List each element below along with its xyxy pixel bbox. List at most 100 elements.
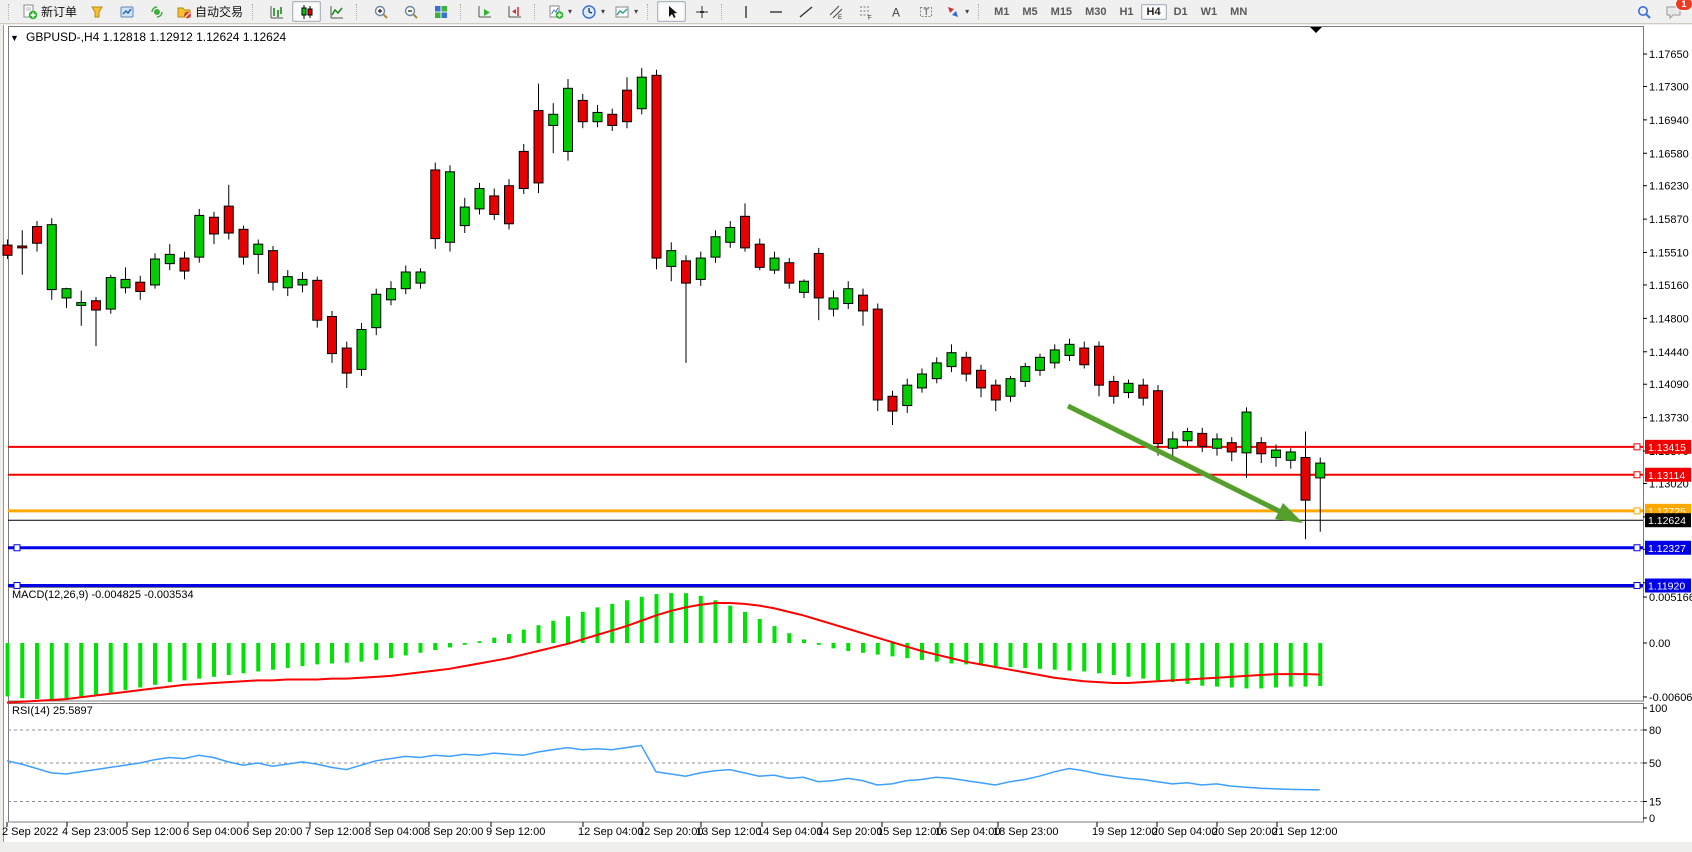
macd-tick-label: 0.005166: [1649, 592, 1692, 604]
signals-button[interactable]: [142, 1, 171, 22]
timeframe-h1[interactable]: H1: [1119, 5, 1134, 18]
chevron-down-icon[interactable]: ▾: [568, 7, 573, 16]
bid-price-tag[interactable]: 1.12624: [1645, 513, 1691, 528]
search-button[interactable]: [1629, 1, 1658, 22]
bull-candle: [843, 288, 854, 305]
cursor-button[interactable]: [657, 1, 687, 22]
svg-text:1.13415: 1.13415: [1648, 442, 1686, 454]
bear-candle: [990, 384, 1001, 401]
templates-button[interactable]: ▾: [610, 1, 642, 22]
bull-candle: [297, 278, 308, 286]
timeframe-w1[interactable]: W1: [1200, 5, 1218, 18]
equidistant-channel-button[interactable]: E: [821, 1, 850, 22]
zoom-in-button[interactable]: [366, 1, 395, 22]
rsi-tick-label: 100: [1649, 703, 1667, 715]
macd-indicator: 0.005166 0.00 -0.006064 MACD(12,26,9) -0.00…: [5, 589, 1692, 704]
line-handle[interactable]: [13, 582, 21, 590]
bear-candle: [577, 99, 588, 123]
price-tick-label: 1.13730: [1649, 413, 1689, 425]
indicators-button[interactable]: ▾: [544, 1, 576, 22]
text-icon: A: [888, 4, 904, 20]
zoom-out-button[interactable]: [396, 1, 425, 22]
bull-candle: [1285, 451, 1296, 461]
trendline-button[interactable]: [791, 1, 820, 22]
bear-candle: [518, 150, 529, 190]
price-tag-1.11920[interactable]: 1.11920: [1645, 578, 1691, 593]
timeframe-h4[interactable]: H4: [1140, 3, 1167, 20]
timeframe-m15[interactable]: M15: [1050, 5, 1073, 18]
bear-candle: [209, 216, 219, 235]
timeframe-mn[interactable]: MN: [1230, 5, 1248, 18]
chart-shift-button[interactable]: [500, 1, 529, 22]
timeframe-m30[interactable]: M30: [1085, 5, 1107, 18]
chevron-down-icon[interactable]: ▾: [965, 7, 970, 16]
bull-candle: [666, 250, 677, 267]
time-tick-label: 14 Sep 04:00: [757, 826, 822, 838]
auto-scroll-button[interactable]: [470, 1, 499, 22]
new-order-button[interactable]: 新订单: [18, 1, 81, 22]
price-tag-1.12327[interactable]: 1.12327: [1645, 540, 1691, 555]
main-price-panel[interactable]: [8, 26, 1644, 587]
line-handle[interactable]: [1633, 544, 1641, 552]
line-handle[interactable]: [1633, 443, 1641, 451]
line-handle[interactable]: [1633, 582, 1641, 590]
chart-window[interactable]: 1.133701.126601.123101.119501.176501.173…: [0, 24, 1692, 852]
bull-candle: [828, 297, 839, 310]
tile-windows-button[interactable]: [426, 1, 455, 22]
toolbar-separator: [356, 3, 360, 20]
macd-label: MACD(12,26,9) -0.004825 -0.003534: [12, 589, 194, 601]
crosshair-icon: [694, 4, 710, 20]
label-button[interactable]: T: [911, 1, 940, 22]
line-chart-icon: [329, 4, 345, 20]
bull-candle: [931, 362, 942, 380]
macd-tick-label: -0.006064: [1649, 692, 1692, 704]
price-tick-label: 1.14440: [1649, 347, 1689, 359]
metaeditor-button[interactable]: [82, 1, 111, 22]
one-click-trading-toggle[interactable]: ▼: [10, 33, 19, 43]
bull-candle: [725, 226, 736, 243]
autotrading-button[interactable]: 自动交易: [172, 1, 247, 22]
periods-button[interactable]: ▾: [577, 1, 609, 22]
bull-candle: [400, 271, 411, 290]
bull-candle: [61, 288, 72, 299]
chat-button[interactable]: 1: [1659, 0, 1692, 22]
horizontal-line-button[interactable]: [761, 1, 790, 22]
line-handle[interactable]: [1633, 507, 1641, 515]
price-tag-1.13415[interactable]: 1.13415: [1645, 439, 1691, 454]
line-handle[interactable]: [1633, 471, 1641, 479]
price-tag-1.13114[interactable]: 1.13114: [1645, 467, 1691, 482]
bull-candle: [164, 253, 175, 265]
market-watch-button[interactable]: [112, 1, 141, 22]
bull-candle: [1167, 438, 1178, 449]
bull-candle: [253, 243, 264, 255]
bear-candle: [179, 257, 190, 272]
bear-candle: [651, 74, 662, 259]
line-handle[interactable]: [13, 544, 21, 552]
annotation-arrow[interactable]: [1066, 403, 1283, 515]
bull-candle: [105, 277, 116, 310]
annotation-arrow-head[interactable]: [1275, 503, 1303, 523]
chart-shift-marker[interactable]: [1310, 27, 1322, 33]
text-button[interactable]: A: [881, 1, 910, 22]
bear-candle: [813, 252, 824, 299]
arrows-button[interactable]: ▾: [941, 1, 973, 22]
timeframe-m5[interactable]: M5: [1022, 5, 1038, 18]
candlestick-chart-button[interactable]: [292, 1, 322, 22]
bar-chart-button[interactable]: [262, 1, 291, 22]
fibonacci-button[interactable]: F: [851, 1, 880, 22]
vertical-line-button[interactable]: [731, 1, 760, 22]
bull-candle: [1005, 378, 1016, 397]
time-axis[interactable]: 2 Sep 2022 4 Sep 23:00 5 Sep 12:00 6 Sep 04…: [2, 822, 1337, 838]
timeframe-m1[interactable]: M1: [994, 5, 1010, 18]
macd-panel[interactable]: [8, 587, 1644, 702]
line-chart-button[interactable]: [322, 1, 351, 22]
price-tick-label: 1.15510: [1649, 248, 1689, 260]
crosshair-button[interactable]: [687, 1, 716, 22]
chevron-down-icon[interactable]: ▾: [634, 7, 639, 16]
chevron-down-icon[interactable]: ▾: [601, 7, 606, 16]
timeframe-d1[interactable]: D1: [1173, 5, 1188, 18]
bear-candle: [135, 281, 146, 292]
bear-candle: [1197, 432, 1208, 447]
bull-candle: [1049, 349, 1060, 364]
svg-text:1.12624: 1.12624: [1648, 515, 1686, 527]
